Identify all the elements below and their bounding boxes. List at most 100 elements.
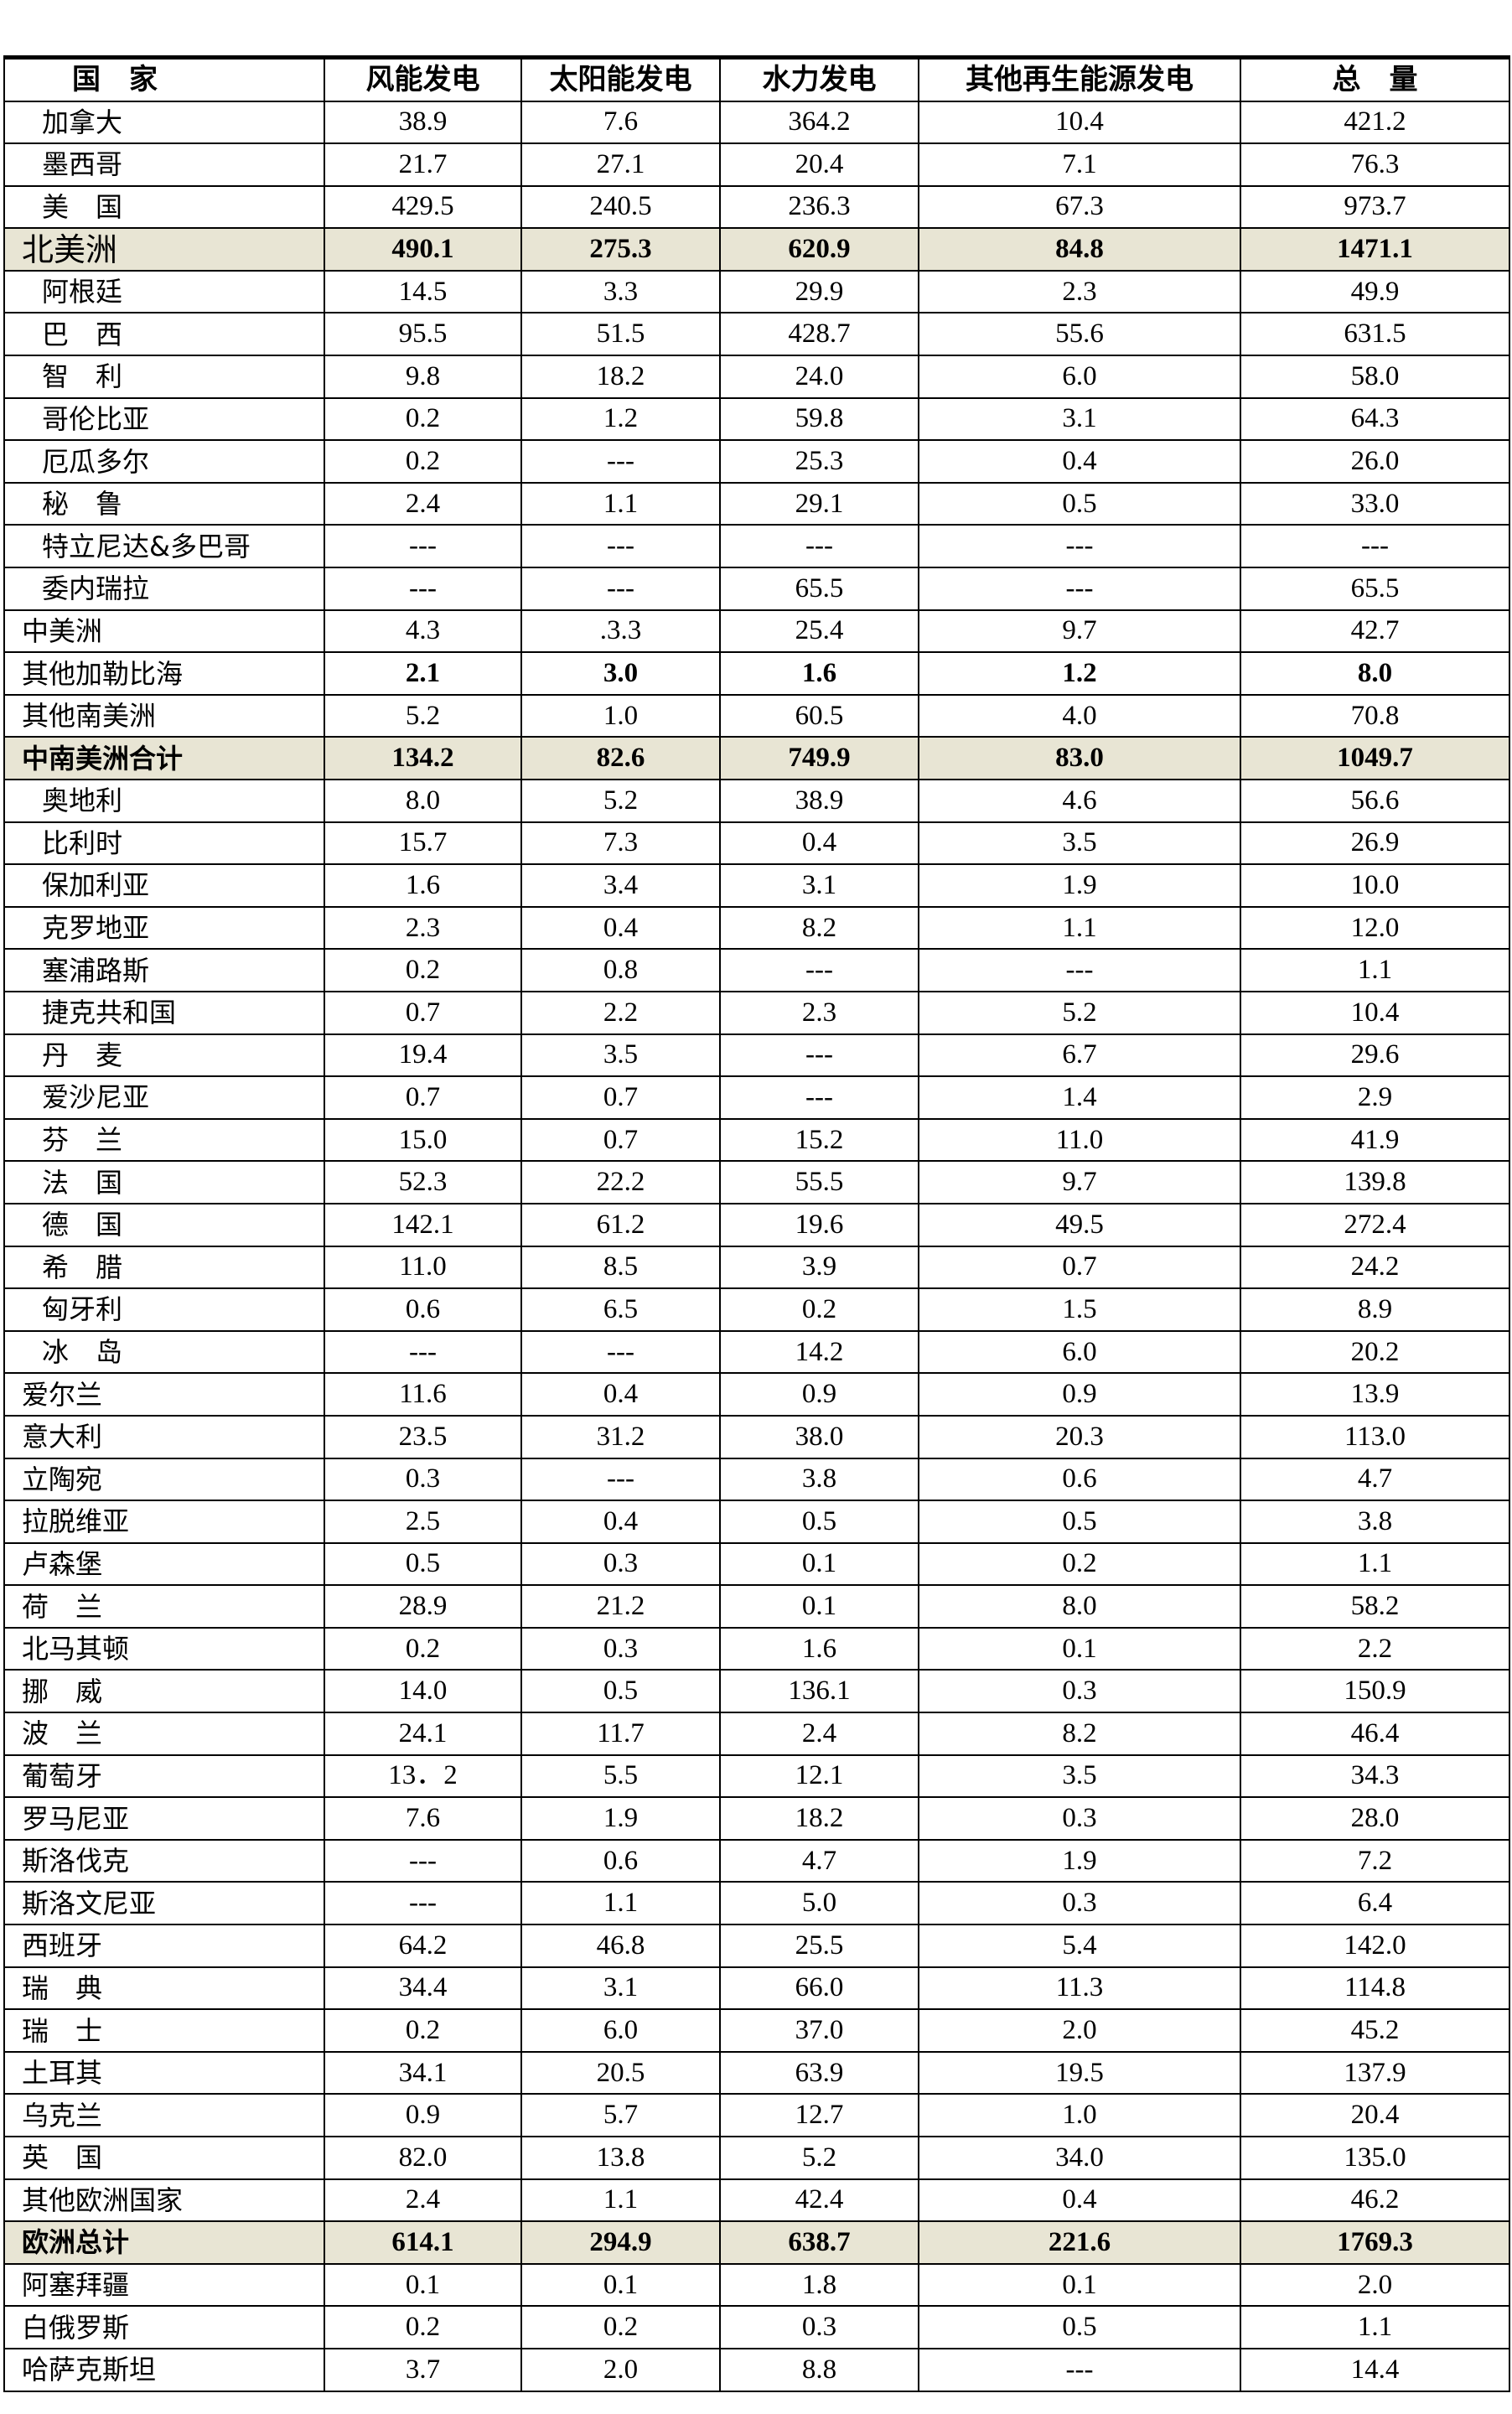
cell: 45.2: [1240, 2008, 1510, 2053]
cell: 12.0: [1240, 905, 1510, 951]
row-label: 爱尔兰: [3, 1372, 325, 1417]
table-row: 波 兰 24.1 11.7 2.4 8.2 46.4: [3, 1712, 1510, 1756]
cell: 7.2: [1240, 1838, 1510, 1883]
cell: 82.0: [324, 2136, 522, 2180]
cell: 0.9: [918, 1372, 1241, 1417]
row-label: 乌克兰: [3, 2093, 325, 2137]
cell: 95.5: [324, 312, 522, 357]
cell: 19.4: [324, 1033, 522, 1078]
row-label: 斯洛文尼亚: [3, 1881, 325, 1926]
row-label: 阿根廷: [3, 269, 325, 314]
cell: 33.0: [1240, 481, 1510, 526]
cell: 19.5: [918, 2050, 1241, 2095]
row-label: 芬 兰: [3, 1117, 325, 1163]
row-label: 其他欧洲国家: [3, 2178, 325, 2223]
cell: 6.7: [918, 1033, 1241, 1078]
cell: 3.8: [1240, 1500, 1510, 1544]
table-row: 丹 麦 19.4 3.5 --- 6.7 29.6: [3, 1033, 1510, 1078]
cell: 65.5: [719, 567, 919, 611]
cell: 0.2: [719, 1287, 919, 1332]
row-label: 匈牙利: [3, 1287, 325, 1332]
cell: 428.7: [719, 312, 919, 357]
cell: 34.3: [1240, 1754, 1510, 1799]
cell: 1.4: [918, 1075, 1241, 1120]
cell: 82.6: [520, 736, 721, 780]
table-row: 英 国 82.0 13.8 5.2 34.0 135.0: [3, 2136, 1510, 2180]
cell: 76.3: [1240, 142, 1510, 187]
data-table: 国 家风能发电 太阳能发电 水力发电 其他再生能源发电总 量 加拿大 38.9 7.6 36…: [3, 55, 1510, 2392]
row-label: 葡萄牙: [3, 1754, 325, 1799]
cell: 4.6: [918, 779, 1241, 823]
row-label: 欧洲总计: [3, 2220, 325, 2265]
cell: 294.9: [520, 2220, 721, 2265]
row-label: 捷克共和国: [3, 990, 325, 1035]
header-cell: 总 量: [1240, 55, 1510, 102]
table-row: 中美洲 4.3.3.3 25.4 9.7 42.7: [3, 609, 1510, 654]
cell: 59.8: [719, 396, 919, 442]
cell: 2.2: [1240, 1626, 1510, 1671]
cell: 42.4: [719, 2178, 919, 2223]
table-row: 斯洛文尼亚 --- 1.1 5.0 0.3 6.4: [3, 1881, 1510, 1926]
table-row: 斯洛伐克 --- 0.6 4.7 1.9 7.2: [3, 1838, 1510, 1883]
table-body: 加拿大 38.9 7.6 364.2 10.4 421.2 墨西哥 21.7 27.1 20.4 7…: [3, 100, 1510, 2392]
table-row: 瑞 士 0.2 6.0 37.0 2.0 45.2: [3, 2008, 1510, 2053]
cell: 0.6: [918, 1457, 1241, 1502]
row-label: 立陶宛: [3, 1457, 325, 1502]
cell: 421.2: [1240, 100, 1510, 145]
table-row: 芬 兰 15.0 0.7 15.2 11.0 41.9: [3, 1117, 1510, 1163]
cell: 8.0: [918, 1584, 1241, 1629]
cell: 37.0: [719, 2008, 919, 2053]
table-row: 秘 鲁 2.4 1.1 29.1 0.5 33.0: [3, 481, 1510, 526]
cell: 13．2: [324, 1754, 522, 1799]
row-label: 卢森堡: [3, 1541, 325, 1587]
cell: 0.2: [324, 1626, 522, 1671]
table-row: 爱尔兰 11.6 0.4 0.9 0.9 13.9: [3, 1372, 1510, 1417]
table-row: 巴 西 95.5 51.5 428.7 55.6 631.5: [3, 312, 1510, 357]
cell: 0.2: [324, 396, 522, 442]
cell: 55.5: [719, 1160, 919, 1204]
cell: 5.2: [324, 693, 522, 738]
cell: 58.0: [1240, 355, 1510, 399]
cell: 12.1: [719, 1754, 919, 1799]
table-row: 希 腊 11.0 8.5 3.9 0.7 24.2: [3, 1245, 1510, 1290]
cell: 3.1: [719, 863, 919, 908]
row-label: 意大利: [3, 1414, 325, 1459]
table-row: 白俄罗斯 0.2 0.2 0.3 0.5 1.1: [3, 2305, 1510, 2349]
table-row: 阿塞拜疆 0.1 0.1 1.8 0.1 2.0: [3, 2262, 1510, 2308]
cell: 11.0: [324, 1245, 522, 1290]
cell: 0.3: [324, 1457, 522, 1502]
cell: 1471.1: [1240, 227, 1510, 272]
table-row: 乌克兰 0.9 5.7 12.7 1.0 20.4: [3, 2093, 1510, 2137]
cell: 0.7: [324, 990, 522, 1035]
cell: 9.8: [324, 355, 522, 399]
row-label: 比利时: [3, 821, 325, 866]
row-label: 中南美洲合计: [3, 736, 325, 780]
cell: 0.2: [520, 2305, 721, 2349]
table-row: 葡萄牙 13．2 5.5 12.1 3.5 34.3: [3, 1754, 1510, 1799]
cell: 34.0: [918, 2136, 1241, 2180]
cell: 5.5: [520, 1754, 721, 1799]
cell: 51.5: [520, 312, 721, 357]
cell: 34.1: [324, 2050, 522, 2095]
row-label: 北马其顿: [3, 1626, 325, 1671]
row-label: 爱沙尼亚: [3, 1075, 325, 1120]
cell: 2.3: [324, 905, 522, 951]
cell: 0.6: [324, 1287, 522, 1332]
cell: ---: [918, 948, 1241, 992]
cell: ---: [1240, 524, 1510, 569]
header-cell: 水力发电: [719, 55, 919, 102]
cell: 2.0: [1240, 2262, 1510, 2308]
cell: 3.4: [520, 863, 721, 908]
cell: 0.4: [520, 1500, 721, 1544]
cell: 114.8: [1240, 1966, 1510, 2011]
table-row: 塞浦路斯 0.2 0.8 --- --- 1.1: [3, 948, 1510, 992]
cell: 0.3: [520, 1541, 721, 1587]
row-label: 希 腊: [3, 1245, 325, 1290]
cell: 0.4: [918, 439, 1241, 484]
cell: 1.9: [918, 1838, 1241, 1883]
row-label: 西班牙: [3, 1924, 325, 1968]
cell: 0.2: [324, 2305, 522, 2349]
header-row: 国 家风能发电 太阳能发电 水力发电 其他再生能源发电总 量: [3, 55, 1510, 102]
table-row: 瑞 典 34.4 3.1 66.0 11.3 114.8: [3, 1966, 1510, 2011]
